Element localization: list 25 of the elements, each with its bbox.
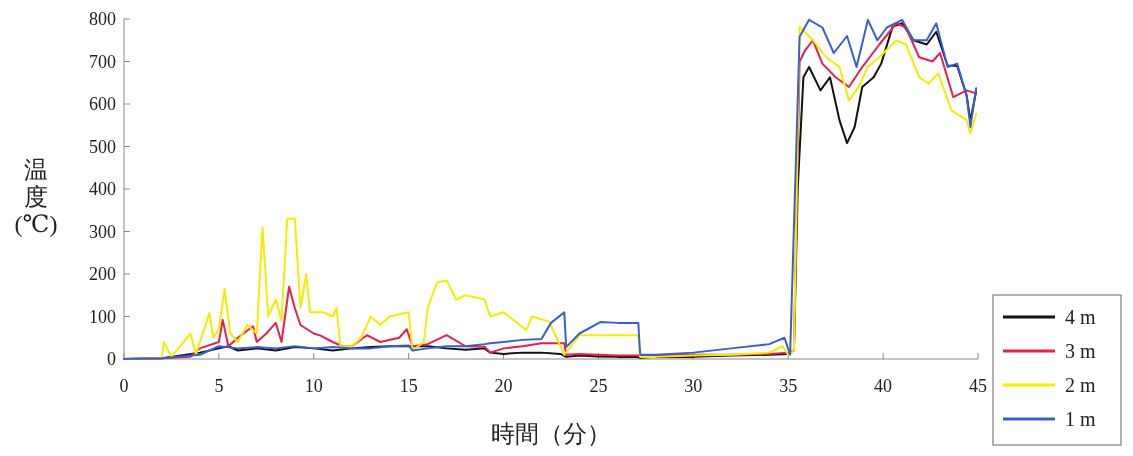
y-tick-label: 800 xyxy=(89,9,116,30)
x-tick-label: 30 xyxy=(684,376,703,396)
x-tick-label: 0 xyxy=(119,376,129,396)
x-tick-label: 45 xyxy=(969,376,987,396)
y-tick-label: 0 xyxy=(107,349,116,370)
y-tick-label: 200 xyxy=(89,264,116,285)
y-tick-label: 300 xyxy=(89,221,116,242)
y-tick-label: 500 xyxy=(89,136,116,157)
x-tick-label: 35 xyxy=(779,376,798,396)
x-tick-label: 25 xyxy=(589,376,608,396)
x-tick-label: 40 xyxy=(874,376,893,396)
x-axis-title: 時間（分） xyxy=(491,421,611,447)
y-tick-label: 400 xyxy=(89,179,116,200)
y-tick-label: 100 xyxy=(89,306,116,327)
x-tick-label: 10 xyxy=(304,376,323,396)
y-axis-title: 温度(℃) xyxy=(14,157,58,237)
x-tick-label: 20 xyxy=(494,376,513,396)
legend-label: 3 m xyxy=(1065,340,1096,362)
legend-label: 1 m xyxy=(1065,408,1096,430)
x-tick-label: 15 xyxy=(399,376,418,396)
legend-label: 4 m xyxy=(1065,306,1096,328)
y-tick-label: 600 xyxy=(89,94,116,115)
y-tick-label: 700 xyxy=(89,51,116,72)
x-tick-label: 5 xyxy=(214,376,224,396)
legend-label: 2 m xyxy=(1065,374,1096,396)
